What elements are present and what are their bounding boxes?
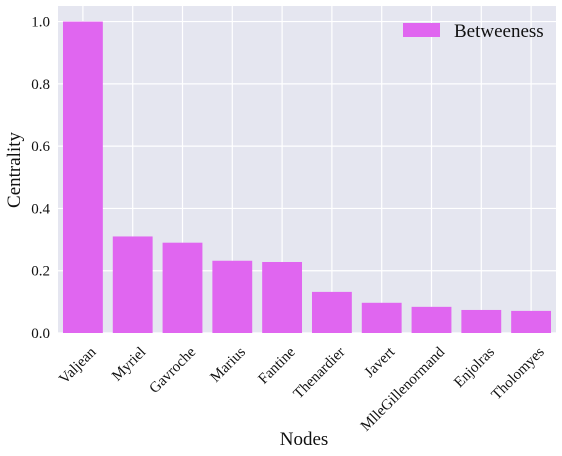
x-tick-label-valjean: Valjean xyxy=(56,344,99,387)
y-tick-label: 0.2 xyxy=(31,264,50,280)
y-tick-label: 1.0 xyxy=(31,15,50,31)
bar-mllegillenormand xyxy=(411,306,452,333)
x-tick-label-javert: Javert xyxy=(362,344,399,381)
bar-fantine xyxy=(262,261,303,333)
bar-valjean xyxy=(62,21,103,333)
y-tick-label: 0.6 xyxy=(31,139,50,155)
bar-marius xyxy=(212,260,253,333)
legend-label: Betweeness xyxy=(454,21,544,42)
x-tick-label-myriel: Myriel xyxy=(109,344,149,384)
x-tick-label-marius: Marius xyxy=(208,344,249,385)
bar-javert xyxy=(361,302,402,333)
bars xyxy=(62,21,552,333)
y-tick-label: 0.4 xyxy=(31,201,50,217)
x-tick-label-fantine: Fantine xyxy=(256,344,299,387)
y-tick-label: 0.0 xyxy=(31,326,50,342)
y-axis-label: Centrality xyxy=(4,132,25,208)
x-tick-label-mllegillenormand: MlleGillenormand xyxy=(358,344,449,435)
legend: Betweeness xyxy=(403,21,544,42)
bar-thenardier xyxy=(311,291,352,333)
bar-enjolras xyxy=(461,309,502,333)
bar-gavroche xyxy=(162,242,203,333)
bar-myriel xyxy=(112,236,153,333)
x-tick-label-thenardier: Thenardier xyxy=(291,344,349,402)
x-tick-label-gavroche: Gavroche xyxy=(147,344,200,397)
legend-swatch xyxy=(403,23,440,37)
x-axis-label: Nodes xyxy=(280,429,329,450)
x-tick-label-enjolras: Enjolras xyxy=(451,344,498,391)
x-tick-label-tholomyes: Tholomyes xyxy=(489,344,548,403)
y-axis-ticks: 0.0 0.2 0.4 0.6 0.8 1.0 xyxy=(31,15,50,342)
y-tick-label: 0.8 xyxy=(31,77,50,93)
bar-tholomyes xyxy=(511,310,552,333)
